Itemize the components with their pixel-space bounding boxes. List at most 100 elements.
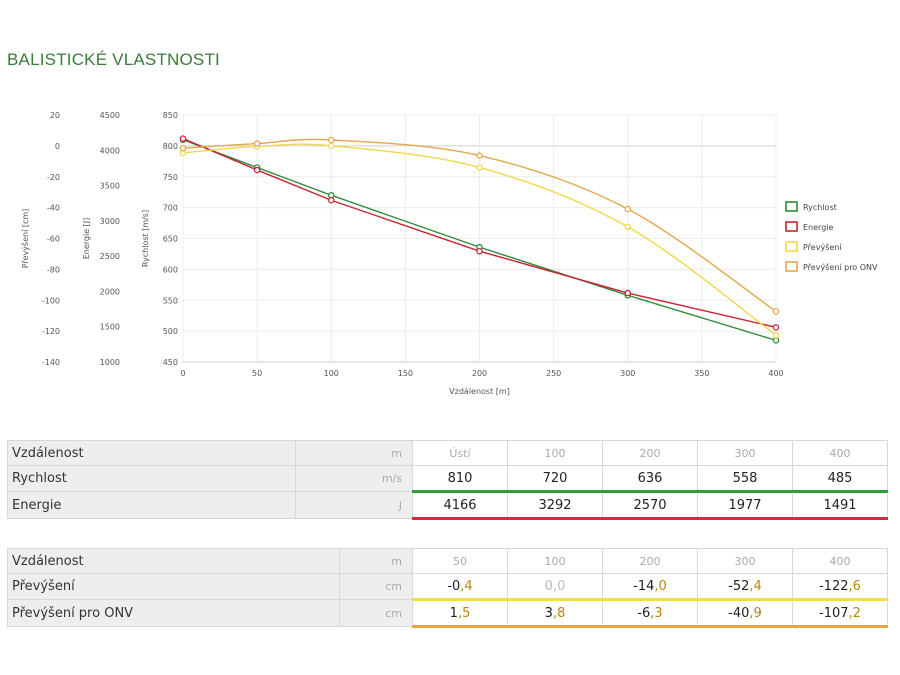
x-tick-label: 400 [768, 369, 783, 378]
y-tick-label: 1000 [100, 358, 120, 367]
data-point [179, 135, 187, 142]
page-title: BALISTICKÉ VLASTNOSTI [7, 50, 220, 69]
x-tick-label: 50 [252, 369, 262, 378]
table-cell: 1491 [792, 491, 888, 520]
y-tick-label: 4000 [100, 146, 120, 155]
table-row: Vzdálenost m Ústí 100 200 300 400 [7, 440, 888, 466]
table-cell: 485 [792, 465, 888, 493]
row-label: Vzdálenost [7, 440, 296, 466]
y-axis-title: Energie [J] [82, 218, 91, 260]
data-point [772, 324, 780, 331]
y-tick-label: -20 [47, 173, 60, 182]
y-tick-label: 1500 [100, 323, 120, 332]
table-row: Převýšení pro ONV cm 1,5 3,8 -6,3 -40,9 … [7, 599, 888, 628]
y-tick-label: 650 [163, 235, 178, 244]
x-tick-label: 250 [546, 369, 561, 378]
table-cell: -14,0 [602, 573, 698, 601]
table-cell: -6,3 [602, 599, 698, 628]
cell-integer: 1 [449, 605, 458, 621]
legend-label: Převýšení [803, 242, 842, 252]
table-cell: 200 [602, 440, 698, 466]
x-axis-title: Vzdálenost [m] [449, 387, 510, 396]
table-cell: -52,4 [697, 573, 793, 601]
table-cell: Ústí [412, 440, 508, 466]
cell-integer: -40 [728, 605, 750, 621]
table-cell: -122,6 [792, 573, 888, 601]
cell-decimal: ,4 [460, 578, 473, 594]
table-cell: 1977 [697, 491, 793, 520]
velocity-energy-table: Vzdálenost m Ústí 100 200 300 400 Rychlo… [7, 440, 888, 520]
legend-label: Převýšení pro ONV [803, 262, 878, 272]
cell-integer: -6 [637, 605, 651, 621]
cell-integer: -0 [447, 578, 461, 594]
table-row: Vzdálenost m 50 100 200 300 400 [7, 548, 888, 574]
table-cell: 558 [697, 465, 793, 493]
legend-swatch [785, 241, 798, 252]
cell-decimal: ,2 [848, 605, 861, 621]
y-tick-label: 2000 [100, 287, 120, 296]
table-cell: 0,0 [507, 573, 603, 601]
data-point [476, 164, 483, 171]
row-unit: J [294, 491, 414, 519]
row-label: Vzdálenost [7, 548, 340, 574]
table-cell: 4166 [412, 491, 508, 520]
table-cell: 810 [412, 465, 508, 493]
legend-label: Rychlost [803, 203, 837, 212]
data-point [327, 136, 335, 144]
table-cell: 2570 [602, 491, 698, 520]
y-tick-label: -140 [42, 358, 60, 367]
data-point [253, 166, 261, 174]
y-tick-label: 500 [163, 327, 178, 336]
x-tick-label: 150 [398, 369, 413, 378]
series-line-1 [182, 139, 777, 342]
table-cell: 200 [602, 548, 698, 574]
table-cell: 3,8 [507, 599, 603, 628]
cell-integer: -107 [819, 605, 849, 621]
cell-decimal: ,8 [552, 605, 566, 621]
legend-swatch [785, 201, 798, 212]
table-cell: 720 [507, 465, 603, 493]
cell-decimal: ,3 [650, 605, 663, 621]
table-cell: 50 [412, 548, 508, 574]
cell-integer: -14 [633, 578, 655, 594]
y-tick-label: 550 [163, 296, 178, 305]
y-tick-label: -80 [47, 265, 60, 274]
legend-swatch [785, 261, 798, 272]
data-point [624, 289, 632, 297]
y-tick-label: -60 [47, 235, 60, 244]
data-point [624, 223, 632, 231]
data-point [772, 308, 780, 315]
cell-integer: -52 [728, 578, 750, 594]
x-tick-label: 200 [472, 369, 487, 378]
data-point [327, 142, 335, 150]
cell-integer: 0 [544, 578, 553, 594]
data-point [772, 337, 780, 344]
table-cell: 400 [792, 548, 888, 574]
row-unit: m/s [294, 465, 414, 492]
y-axis-title: Rychlost [m/s] [141, 210, 150, 267]
table-cell: -107,2 [792, 599, 888, 628]
y-tick-label: 2500 [100, 252, 120, 261]
legend-label: Energie [803, 223, 833, 232]
data-point [253, 140, 261, 147]
table-cell: 1,5 [412, 599, 508, 628]
table-cell: 300 [697, 548, 793, 574]
row-unit: m [338, 548, 414, 574]
table-cell: 3292 [507, 491, 603, 520]
cell-decimal: ,6 [848, 578, 861, 594]
data-point [476, 247, 483, 255]
series-line-2 [182, 137, 777, 329]
table-row: Rychlost m/s 810 720 636 558 485 [7, 465, 888, 493]
cell-decimal: ,4 [749, 578, 762, 594]
y-tick-label: -40 [47, 204, 60, 213]
y-tick-label: -100 [42, 296, 60, 305]
y-tick-label: 3500 [100, 182, 120, 191]
data-point [772, 331, 780, 339]
y-tick-label: 450 [163, 358, 178, 367]
table-cell: 300 [697, 440, 793, 466]
cell-decimal: ,5 [457, 605, 471, 621]
y-tick-label: 700 [163, 204, 178, 213]
y-tick-label: 3000 [100, 217, 120, 226]
y-tick-label: 800 [163, 142, 178, 151]
